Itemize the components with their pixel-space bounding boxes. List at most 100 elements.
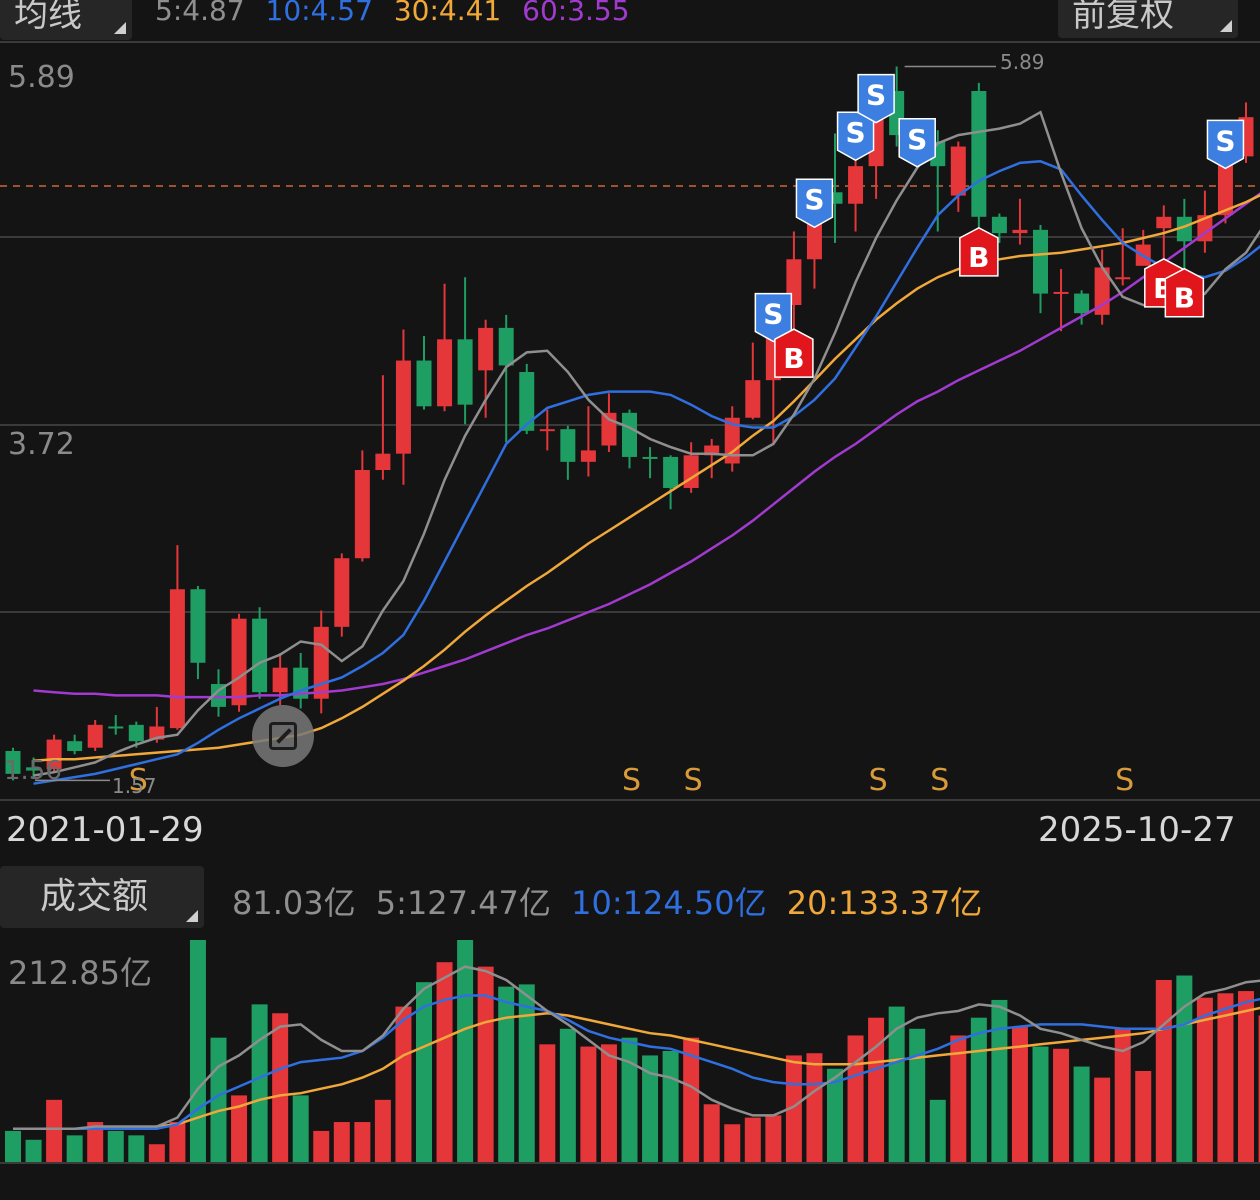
volume-bar: [107, 1130, 124, 1162]
buy-badge-shape: [959, 227, 999, 277]
candle-body: [683, 455, 699, 488]
buy-marker: B: [1164, 267, 1205, 318]
volume-bar: [1217, 993, 1234, 1162]
ma-legend: 5:4.87 10:4.57 30:4.41 60:3.55: [155, 0, 642, 27]
volume-ma-lines: [13, 965, 1260, 1130]
sell-signal-mark: S: [622, 763, 641, 798]
sell-signal-mark: S: [684, 763, 703, 798]
candle-body: [5, 750, 21, 774]
candle-body: [231, 618, 247, 706]
candle-body: [190, 589, 206, 663]
buy-badge-shape: [774, 328, 814, 378]
volume-bar: [128, 1135, 145, 1162]
ma-selector-button[interactable]: 均线: [0, 0, 132, 40]
sell-badge-shape: [898, 118, 936, 168]
dropdown-corner-icon: [186, 910, 198, 922]
volume-bar: [518, 984, 535, 1162]
candle-body: [622, 412, 637, 457]
volume-bar: [950, 1035, 967, 1162]
sell-signal-mark: S: [1115, 763, 1134, 798]
sell-signal-mark: S: [930, 763, 949, 798]
volume-bar: [313, 1130, 330, 1162]
sell-marker: S: [754, 292, 793, 343]
volume-legend: 81.03亿 5:127.47亿 10:124.50亿 20:133.37亿: [232, 878, 992, 924]
ma5-legend-value: 5:4.87: [155, 0, 245, 27]
price-adjust-button[interactable]: 前复权: [1058, 0, 1238, 38]
volume-bar: [292, 1095, 309, 1162]
volume-bar: [970, 1017, 987, 1162]
candle-body: [128, 724, 144, 742]
candle-body: [26, 767, 42, 771]
volume-bar: [1114, 1028, 1131, 1162]
volume-max-label: 212.85亿: [8, 954, 152, 992]
volume-bar: [231, 1095, 248, 1162]
min-price-marker: 1.57: [112, 774, 157, 798]
volume-bar: [498, 986, 515, 1162]
candle-body: [1053, 291, 1069, 294]
sell-marker: S: [1206, 119, 1245, 170]
volume-bar: [888, 1006, 905, 1162]
volume-bar: [703, 1104, 720, 1162]
end-date-label: 2025-10-27: [1038, 810, 1236, 850]
buy-badge-shape: [1164, 267, 1205, 318]
volume-indicator-button[interactable]: 成交额: [0, 866, 204, 928]
volume-bar: [642, 1055, 659, 1162]
volume-bar: [929, 1099, 946, 1162]
volume-ma10-value: 10:124.50亿: [571, 884, 767, 922]
sell-badge-text: S: [845, 116, 865, 149]
candle-body: [704, 445, 720, 456]
buy-marker: B: [774, 328, 814, 378]
candle-body: [1074, 293, 1090, 314]
volume-bar: [46, 1099, 63, 1162]
start-date-label: 2021-01-29: [6, 810, 204, 850]
ma60-legend-value: 60:3.55: [522, 0, 630, 27]
pencil-icon: [269, 722, 297, 750]
volume-indicator-label: 成交额: [40, 876, 149, 917]
volume-bar: [66, 1135, 83, 1162]
candle-body: [971, 91, 987, 217]
candle-body: [580, 450, 596, 462]
volume-bar: [1155, 979, 1172, 1162]
candle-body: [46, 739, 62, 769]
volume-bar: [251, 1004, 268, 1162]
sell-marker: S: [795, 178, 834, 229]
ma60-line: [33, 192, 1260, 699]
volume-bar: [621, 1037, 638, 1162]
candle-body: [395, 360, 411, 454]
volume-bar: [683, 1037, 700, 1162]
candle-body: [827, 192, 843, 204]
candle-body: [211, 684, 226, 707]
buy-badge-text: B: [968, 241, 989, 274]
candlestick-series: [5, 66, 1254, 781]
candle-body: [1217, 156, 1233, 216]
volume-bar: [25, 1139, 42, 1162]
volume-bar: [1258, 1015, 1260, 1162]
candle-body: [1176, 216, 1192, 242]
candle-body: [252, 618, 268, 693]
volume-bar: [148, 1144, 165, 1162]
price-adjust-label: 前复权: [1072, 0, 1174, 35]
candle-body: [334, 558, 350, 627]
volume-bar: [744, 1117, 761, 1162]
volume-bar: [416, 982, 432, 1162]
price-grid: [0, 41, 1260, 1164]
volume-bar: [395, 1006, 412, 1162]
candle-body: [539, 429, 555, 432]
volume-bar: [5, 1130, 21, 1162]
sell-signal-mark: S: [129, 763, 148, 798]
sell-marker: S: [898, 118, 936, 168]
volume-current-value: 81.03亿: [232, 884, 356, 922]
max-price-marker: 5.89: [1000, 50, 1045, 74]
volume-bar: [662, 1051, 679, 1162]
volume-bar: [457, 940, 474, 1162]
drawing-tool-button[interactable]: [252, 705, 314, 767]
min-left-marker: 1.56: [4, 756, 62, 786]
volume-ma5-line: [13, 965, 1260, 1130]
dropdown-corner-icon: [114, 22, 126, 34]
candle-body: [108, 726, 124, 729]
sell-badge-text: S: [866, 79, 886, 112]
sell-badge-text: S: [763, 298, 783, 331]
candle-body: [354, 470, 370, 559]
